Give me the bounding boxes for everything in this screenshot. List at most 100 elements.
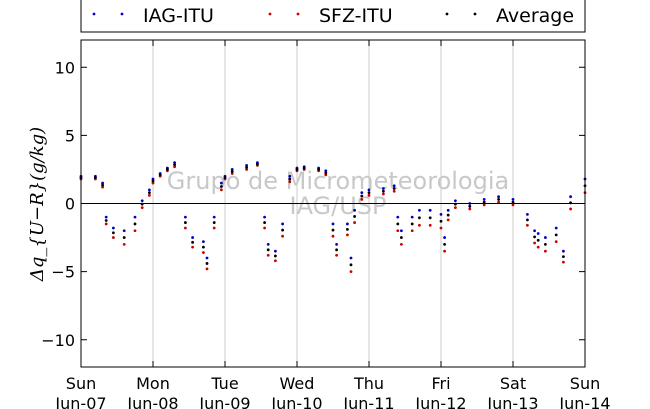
- data-point-sfz-itu: [446, 218, 450, 222]
- data-point-iag-itu: [536, 232, 540, 235]
- x-tick-label-date: Jun-13: [486, 394, 538, 409]
- data-point-iag-itu: [266, 242, 270, 246]
- data-point-iag-itu: [148, 188, 151, 192]
- data-point-sfz-itu: [263, 226, 266, 230]
- data-point-sfz-itu: [533, 241, 536, 245]
- data-point-average: [533, 235, 536, 239]
- legend-marker: [92, 12, 96, 16]
- data-point-average: [400, 236, 403, 239]
- data-point-sfz-itu: [245, 168, 249, 171]
- data-point-iag-itu: [191, 236, 195, 239]
- data-point-iag-itu: [324, 169, 328, 173]
- data-point-sfz-itu: [212, 226, 216, 230]
- data-point-average: [317, 168, 320, 171]
- x-tick-label-date: Jun-11: [342, 394, 394, 409]
- data-point-average: [367, 191, 371, 195]
- legend-item-iag-itu: IAG-ITU: [92, 5, 214, 27]
- y-tick-label: 5: [65, 126, 75, 145]
- data-point-sfz-itu: [392, 189, 396, 193]
- data-point-average: [148, 191, 151, 195]
- legend-marker: [120, 12, 124, 16]
- data-point-average: [274, 254, 277, 258]
- data-point-sfz-itu: [410, 229, 414, 233]
- data-point-average: [295, 168, 299, 171]
- legend-box: [80, 0, 586, 33]
- data-point-sfz-itu: [202, 251, 205, 254]
- data-point-sfz-itu: [482, 203, 486, 207]
- data-point-sfz-itu: [536, 245, 540, 249]
- data-point-sfz-itu: [396, 229, 400, 233]
- data-point-average: [360, 194, 364, 198]
- data-point-average: [392, 187, 396, 190]
- axis-ticks: −10−50510SunJun-07MonJun-08TueJun-09WedJ…: [41, 40, 611, 409]
- data-point-iag-itu: [202, 240, 205, 244]
- data-point-sfz-itu: [418, 223, 421, 227]
- data-point-sfz-itu: [526, 223, 529, 227]
- data-point-sfz-itu: [360, 198, 364, 201]
- data-point-iag-itu: [482, 198, 486, 201]
- x-tick-label-day: Thu: [353, 374, 384, 393]
- data-point-sfz-itu: [335, 253, 338, 257]
- data-point-average: [428, 216, 432, 220]
- data-point-iag-itu: [281, 222, 284, 226]
- data-point-iag-itu: [133, 215, 137, 219]
- data-point-sfz-itu: [511, 203, 515, 207]
- data-point-average: [220, 185, 223, 188]
- data-point-sfz-itu: [497, 200, 500, 204]
- data-point-sfz-itu: [205, 267, 209, 271]
- data-point-iag-itu: [349, 256, 353, 260]
- data-point-sfz-itu: [382, 192, 385, 196]
- data-point-average: [122, 236, 126, 239]
- data-point-sfz-itu: [101, 185, 104, 189]
- y-tick-label: −5: [51, 263, 75, 282]
- data-point-average: [230, 170, 234, 173]
- data-point-iag-itu: [439, 213, 443, 216]
- data-point-iag-itu: [230, 168, 234, 171]
- data-point-sfz-itu: [220, 188, 223, 192]
- data-point-average: [256, 162, 259, 166]
- data-point-average: [331, 228, 335, 232]
- data-point-average: [439, 219, 443, 223]
- data-point-iag-itu: [104, 215, 108, 219]
- data-point-average: [104, 219, 108, 222]
- data-point-iag-itu: [443, 236, 446, 239]
- data-point-average: [346, 227, 349, 231]
- data-point-sfz-itu: [191, 245, 195, 249]
- data-point-average: [184, 221, 187, 224]
- data-point-average: [245, 165, 249, 169]
- data-point-sfz-itu: [324, 173, 328, 177]
- data-point-average: [191, 240, 195, 244]
- y-tick-label: 0: [65, 195, 75, 214]
- data-point-iag-itu: [151, 177, 155, 181]
- x-tick-label-day: Mon: [136, 374, 170, 393]
- data-points: [79, 161, 587, 274]
- x-tick-label-date: Jun-10: [270, 394, 322, 409]
- data-point-sfz-itu: [331, 234, 335, 238]
- data-point-average: [335, 248, 338, 252]
- legend-marker: [296, 12, 300, 16]
- data-point-sfz-itu: [554, 240, 558, 244]
- data-point-average: [133, 222, 137, 226]
- data-point-average: [396, 222, 400, 226]
- data-point-iag-itu: [454, 199, 457, 203]
- data-point-iag-itu: [360, 191, 364, 195]
- data-point-average: [112, 231, 115, 235]
- data-point-iag-itu: [544, 236, 547, 239]
- data-point-iag-itu: [569, 195, 572, 199]
- data-point-sfz-itu: [468, 207, 472, 211]
- data-point-average: [410, 222, 414, 226]
- data-point-iag-itu: [367, 188, 371, 192]
- x-tick-label-day: Sun: [570, 374, 600, 393]
- legend-marker: [473, 12, 477, 16]
- data-point-sfz-itu: [544, 249, 547, 253]
- data-point-iag-itu: [101, 181, 104, 185]
- data-point-sfz-itu: [230, 172, 234, 175]
- data-point-sfz-itu: [151, 181, 155, 185]
- data-point-sfz-itu: [569, 207, 572, 211]
- data-point-iag-itu: [353, 208, 356, 212]
- data-point-iag-itu: [511, 198, 515, 201]
- data-point-average: [302, 166, 306, 170]
- data-point-iag-itu: [446, 208, 450, 212]
- data-point-sfz-itu: [288, 180, 292, 184]
- legend-label: SFZ-ITU: [319, 5, 393, 27]
